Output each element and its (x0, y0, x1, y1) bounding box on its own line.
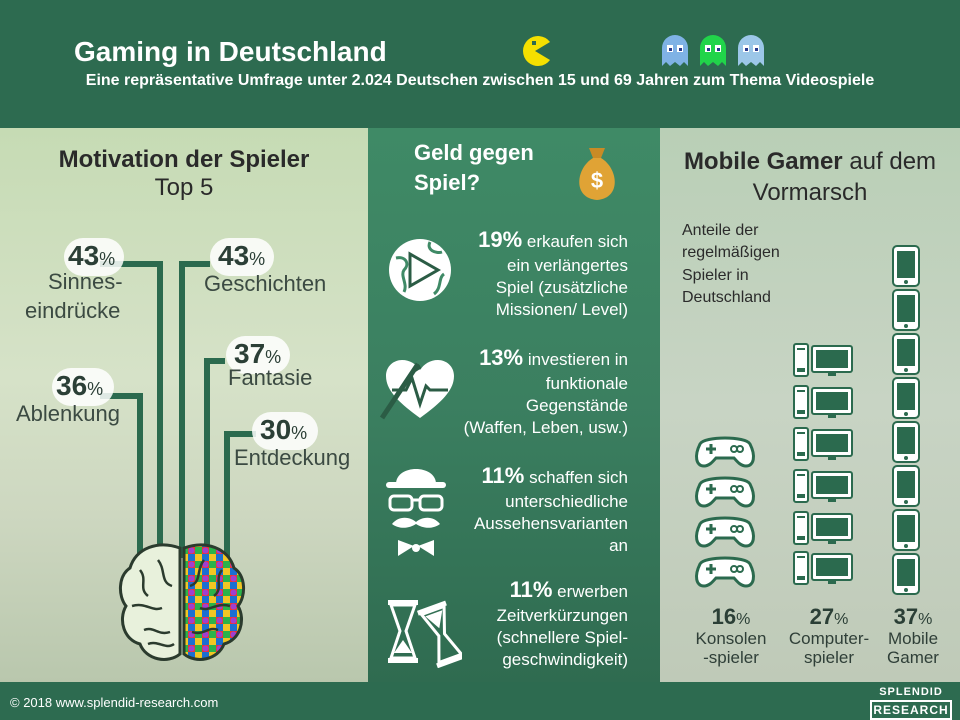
motivation-section: Motivation der Spieler Top 5 43% Sinnes-… (0, 128, 368, 682)
label-entdeckung: Entdeckung (234, 445, 351, 470)
label-eindruecke: eindrücke (25, 298, 121, 323)
stat-pill (210, 238, 274, 276)
stat-sinnes: 43% (68, 240, 116, 271)
stat-computer: 27% Computer- spieler (788, 604, 870, 667)
ghost-icon (662, 35, 688, 66)
disguise-icon (386, 469, 446, 556)
device-pictogram (695, 245, 920, 595)
hourglass-icon (388, 600, 462, 668)
motivation-connectors (100, 261, 256, 558)
label-ablenkung: Ablenkung (16, 401, 120, 426)
stat-pill (226, 336, 290, 374)
money-row-3: 11% schaffen sich unterschiedliche Ausse… (473, 463, 628, 555)
money-bag-icon: $ (579, 148, 615, 200)
stat-pill (64, 238, 124, 276)
footer: © 2018 www.splendid-research.com SPLENDI… (0, 682, 960, 720)
label-sinnes: Sinnes- (48, 269, 123, 294)
stat-entdeckung: 30% (260, 414, 308, 445)
stat-konsole: 16% Konsolen -spieler (695, 604, 767, 667)
heart-weapon-icon (379, 360, 454, 420)
label-geschichten: Geschichten (204, 271, 327, 296)
money-title: Geld gegen Spiel? (414, 140, 534, 195)
label-fantasie: Fantasie (228, 365, 313, 390)
money-row-2: 13% investieren in funktionale Gegenstän… (463, 345, 628, 437)
brain-icon (119, 543, 245, 661)
money-row-1: 19% erkaufen sich ein verlängertes Spiel… (478, 227, 628, 319)
mobile-subtitle: Anteile der regelmäßigen Spieler in Deut… (682, 222, 780, 307)
page-title: Gaming in Deutschland (74, 36, 387, 67)
svg-text:$: $ (591, 168, 603, 193)
money-section: Geld gegen Spiel? $ 19% erkaufen sich ei… (368, 128, 660, 682)
ghost-icon (700, 35, 726, 66)
page-subtitle: Eine repräsentative Umfrage unter 2.024 … (85, 72, 875, 89)
stat-pill (252, 412, 318, 450)
stat-fantasie: 37% (234, 338, 282, 369)
money-row-4: 11% erwerben Zeitverkürzungen (schneller… (496, 577, 628, 669)
motivation-title: Motivation der Spieler Top 5 (58, 146, 310, 201)
stat-pill (52, 368, 114, 406)
ghost-icon (738, 35, 764, 66)
splendid-logo: SPLENDID RESEARCH (870, 686, 952, 720)
globe-play-icon (389, 239, 451, 301)
header: Gaming in Deutschland Eine repräsentativ… (0, 0, 960, 128)
mobile-section: Mobile Gamer auf dem Vormarsch Anteile d… (660, 128, 960, 682)
stat-ablenkung: 36% (56, 370, 104, 401)
pacman-icon (523, 36, 550, 66)
mobile-title: Mobile Gamer auf dem Vormarsch (683, 148, 937, 207)
stat-mobile: 37% Mobile Gamer (887, 604, 939, 667)
stat-geschichten: 43% (218, 240, 266, 271)
copyright: © 2018 www.splendid-research.com (10, 695, 219, 710)
